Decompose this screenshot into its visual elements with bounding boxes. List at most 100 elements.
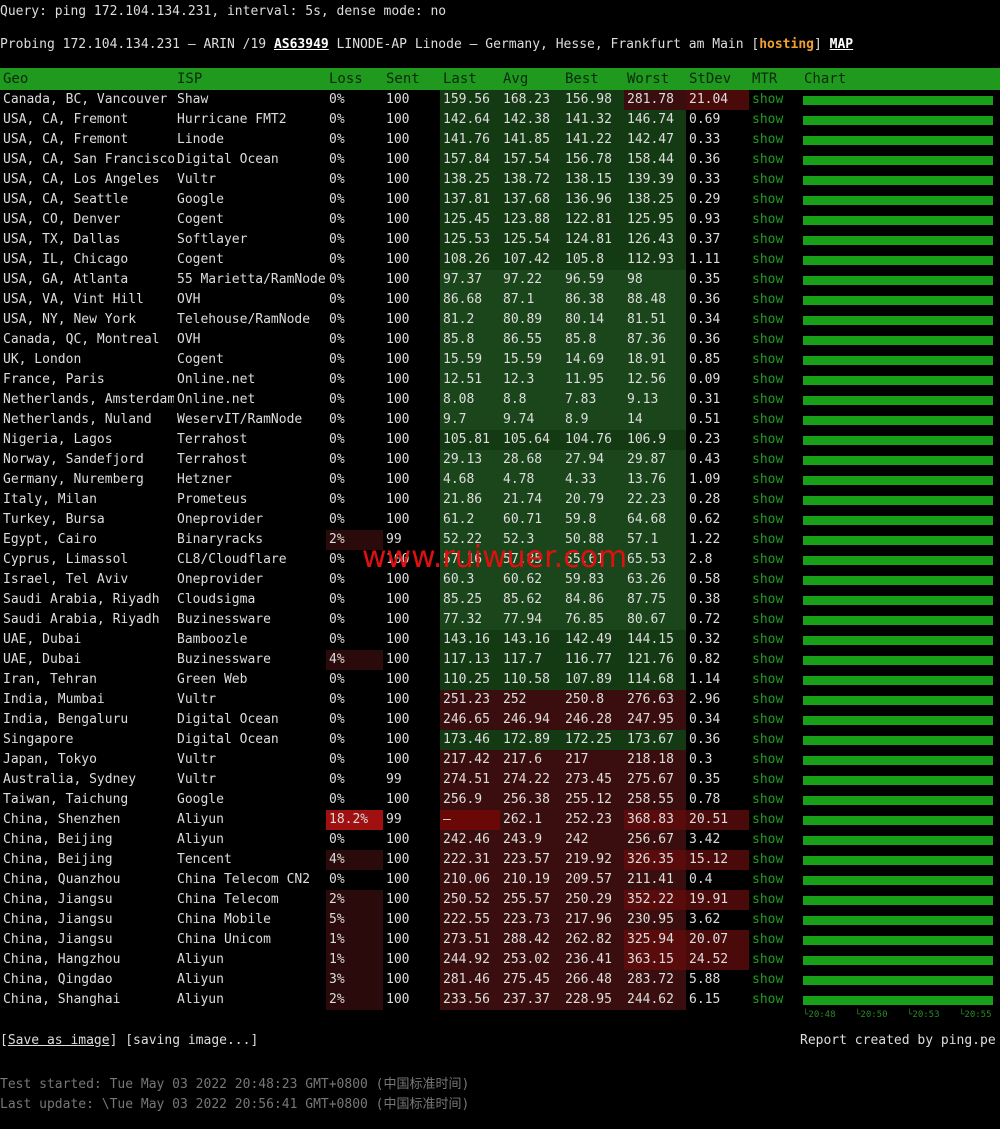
cell: 141.85: [500, 130, 562, 150]
cell: 55.61: [562, 550, 624, 570]
mtr-link[interactable]: show: [752, 392, 784, 407]
cell: India, Mumbai: [3, 692, 105, 707]
cell: 281.78: [624, 90, 686, 110]
mtr-link[interactable]: show: [752, 672, 784, 687]
cell: 1%: [326, 930, 383, 950]
cell: Saudi Arabia, Riyadh: [3, 592, 160, 607]
cell: 100: [386, 392, 410, 407]
result-row: USA, CA, Seattle Google 0% 100 137.81 137.68 1…: [0, 190, 1000, 210]
mtr-link[interactable]: show: [752, 192, 784, 207]
mtr-link[interactable]: show: [752, 592, 784, 607]
mtr-link[interactable]: show: [752, 792, 784, 807]
mtr-link[interactable]: show: [752, 912, 784, 927]
cell: 9.7: [440, 410, 500, 430]
cell: 142.49: [562, 630, 624, 650]
result-row: Australia, Sydney Vultr 0% 99 274.51 274.22 27…: [0, 770, 1000, 790]
cell: 0%: [329, 152, 345, 167]
mtr-link[interactable]: show: [752, 532, 784, 547]
cell: 107.42: [500, 250, 562, 270]
cell: Norway, Sandefjord: [3, 452, 144, 467]
mtr-link[interactable]: show: [752, 852, 784, 867]
ping-chart: [803, 936, 993, 945]
mtr-link[interactable]: show: [752, 652, 784, 667]
cell: 262.82: [562, 930, 624, 950]
cell: 0%: [329, 492, 345, 507]
mtr-link[interactable]: show: [752, 372, 784, 387]
mtr-link[interactable]: show: [752, 572, 784, 587]
mtr-link[interactable]: show: [752, 872, 784, 887]
cell: 1%: [326, 950, 383, 970]
mtr-link[interactable]: show: [752, 272, 784, 287]
mtr-link[interactable]: show: [752, 312, 784, 327]
cell: China, Jiangsu: [3, 892, 113, 907]
mtr-link[interactable]: show: [752, 772, 784, 787]
cell: 352.22: [624, 890, 686, 910]
mtr-link[interactable]: show: [752, 112, 784, 127]
cell: 262.1: [500, 810, 562, 830]
cell: 137.68: [500, 190, 562, 210]
cell: 217.96: [562, 910, 624, 930]
mtr-link[interactable]: show: [752, 152, 784, 167]
cell: 223.57: [500, 850, 562, 870]
mtr-link[interactable]: show: [752, 632, 784, 647]
cell: 117.13: [440, 650, 500, 670]
save-link[interactable]: Save as image: [7, 1033, 110, 1048]
cell: Digital Ocean: [177, 712, 279, 727]
cell: 0%: [329, 252, 345, 267]
mtr-link[interactable]: show: [752, 92, 784, 107]
mtr-link[interactable]: show: [752, 452, 784, 467]
mtr-link[interactable]: show: [752, 612, 784, 627]
cell: 100: [386, 952, 410, 967]
cell: 100: [386, 512, 410, 527]
cell: 252: [500, 690, 562, 710]
asn-link[interactable]: AS63949: [273, 37, 329, 52]
cell: Turkey, Bursa: [3, 512, 105, 527]
cell: 100: [386, 192, 410, 207]
mtr-link[interactable]: show: [752, 432, 784, 447]
cell: 325.94: [624, 930, 686, 950]
mtr-link[interactable]: show: [752, 512, 784, 527]
cell: 4.78: [500, 470, 562, 490]
ping-chart: [803, 356, 993, 365]
mtr-link[interactable]: show: [752, 692, 784, 707]
mtr-link[interactable]: show: [752, 932, 784, 947]
mtr-link[interactable]: show: [752, 832, 784, 847]
map-link[interactable]: MAP: [829, 37, 854, 52]
mtr-link[interactable]: show: [752, 992, 784, 1007]
mtr-link[interactable]: show: [752, 492, 784, 507]
result-row: China, Qingdao Aliyun 3% 100 281.46 275.45 266…: [0, 970, 1000, 990]
cell: 7.83: [562, 390, 624, 410]
mtr-link[interactable]: show: [752, 892, 784, 907]
mtr-link[interactable]: show: [752, 252, 784, 267]
mtr-link[interactable]: show: [752, 352, 784, 367]
cell: 258.55: [624, 790, 686, 810]
mtr-link[interactable]: show: [752, 172, 784, 187]
mtr-link[interactable]: show: [752, 812, 784, 827]
mtr-link[interactable]: show: [752, 712, 784, 727]
mtr-link[interactable]: show: [752, 232, 784, 247]
mtr-link[interactable]: show: [752, 332, 784, 347]
mtr-link[interactable]: show: [752, 952, 784, 967]
cell: USA, TX, Dallas: [3, 232, 121, 247]
mtr-link[interactable]: show: [752, 752, 784, 767]
cell: 100: [386, 712, 410, 727]
mtr-link[interactable]: show: [752, 972, 784, 987]
mtr-link[interactable]: show: [752, 212, 784, 227]
mtr-link[interactable]: show: [752, 412, 784, 427]
cell: 100: [386, 332, 410, 347]
cell: 217: [562, 750, 624, 770]
cell: USA, IL, Chicago: [3, 252, 129, 267]
mtr-link[interactable]: show: [752, 552, 784, 567]
cell: 63.26: [624, 570, 686, 590]
ping-chart: [803, 956, 993, 965]
cell: 99: [386, 772, 402, 787]
cell: 55 Marietta/RamNode: [177, 272, 326, 287]
cell: 5.88: [689, 972, 721, 987]
mtr-link[interactable]: show: [752, 292, 784, 307]
mtr-link[interactable]: show: [752, 732, 784, 747]
ping-chart: [803, 396, 993, 405]
cell: 0.36: [689, 732, 721, 747]
cell: CL8/Cloudflare: [177, 552, 287, 567]
mtr-link[interactable]: show: [752, 472, 784, 487]
mtr-link[interactable]: show: [752, 132, 784, 147]
